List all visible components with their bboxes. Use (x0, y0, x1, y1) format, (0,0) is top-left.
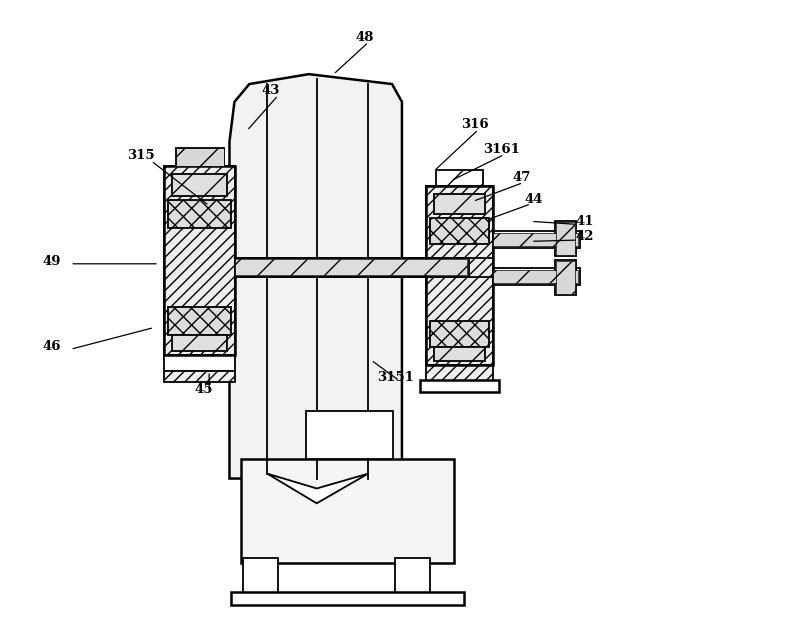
Bar (164, 166, 235, 355)
Bar (434, 346, 485, 360)
Polygon shape (230, 74, 402, 479)
Bar (434, 194, 485, 214)
Bar (235, 260, 467, 275)
Text: 48: 48 (356, 31, 374, 43)
Bar (555, 261, 576, 294)
Bar (554, 260, 577, 295)
Bar (436, 170, 483, 186)
Bar (420, 381, 499, 392)
Bar (493, 231, 581, 248)
Text: 315: 315 (127, 149, 154, 163)
Bar (172, 175, 227, 196)
Bar (235, 258, 470, 277)
Text: 45: 45 (194, 384, 213, 396)
Bar (172, 335, 227, 351)
Bar (426, 186, 493, 365)
Text: 316: 316 (461, 118, 489, 131)
Bar (231, 592, 464, 605)
Bar (493, 268, 581, 285)
Text: 44: 44 (524, 193, 543, 206)
Bar (430, 321, 489, 347)
Bar (168, 200, 231, 228)
Text: 42: 42 (575, 231, 594, 243)
Bar (243, 558, 278, 595)
Text: 46: 46 (43, 340, 62, 353)
Bar (242, 459, 455, 563)
Bar (176, 149, 223, 166)
Bar (555, 222, 576, 255)
Text: 49: 49 (43, 255, 62, 268)
Bar (426, 186, 493, 365)
Text: 41: 41 (575, 215, 594, 228)
Bar (493, 232, 578, 246)
Bar (168, 307, 231, 335)
Bar (426, 365, 493, 382)
Polygon shape (267, 474, 368, 503)
Polygon shape (164, 370, 235, 382)
Text: 3161: 3161 (484, 143, 520, 156)
Bar (306, 411, 393, 459)
Polygon shape (164, 355, 235, 370)
Text: 3151: 3151 (378, 371, 414, 384)
Bar (430, 218, 489, 244)
Polygon shape (176, 149, 223, 166)
Bar (493, 270, 578, 284)
Bar (554, 221, 577, 256)
Text: 47: 47 (512, 171, 531, 184)
Bar (164, 166, 235, 355)
Bar (395, 558, 430, 595)
Text: 43: 43 (261, 84, 280, 96)
